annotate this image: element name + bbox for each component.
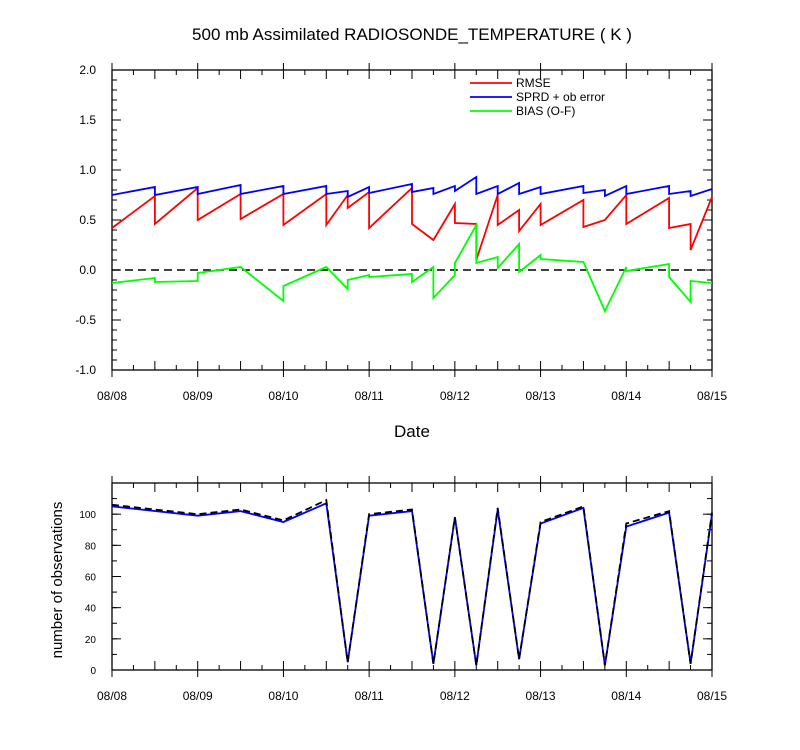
top-y-tick-label: 1.5 (79, 113, 96, 127)
bottom-x-tick-label: 08/08 (97, 689, 127, 703)
top-series-rmse (111, 185, 713, 261)
top-x-axis-label: Date (394, 422, 430, 441)
bottom-x-tick-label: 08/14 (611, 689, 641, 703)
chart-title: 500 mb Assimilated RADIOSONDE_TEMPERATUR… (192, 25, 632, 44)
bottom-x-tick-label: 08/11 (355, 689, 384, 703)
top-y-tick-label: 1.0 (79, 163, 96, 177)
bottom-y-tick-label: 60 (85, 573, 97, 584)
top-x-tick-label: 08/13 (526, 389, 556, 403)
bottom-y-tick-label: 100 (79, 510, 96, 521)
top-y-tick-label: -1.0 (75, 363, 96, 377)
top-x-tick-label: 08/14 (611, 389, 641, 403)
top-y-tick-label: 0.0 (79, 263, 96, 277)
bottom-y-tick-label: 40 (85, 604, 97, 615)
bottom-y-tick-label: 20 (85, 635, 97, 646)
legend-label-1: SPRD + ob error (516, 90, 605, 104)
bottom-y-tick-label: 80 (85, 541, 97, 552)
bottom-x-tick-label: 08/12 (440, 689, 470, 703)
bottom-y-axis-label: number of observations (49, 502, 66, 659)
top-x-tick-label: 08/11 (355, 389, 384, 403)
bottom-y-tick-label: 0 (90, 666, 96, 677)
bottom-x-tick-label: 08/15 (697, 689, 727, 703)
bottom-series-assimilated (111, 501, 713, 666)
legend-label-0: RMSE (516, 76, 551, 90)
top-y-tick-label: -0.5 (75, 313, 96, 327)
top-x-tick-label: 08/10 (268, 389, 298, 403)
top-series-sprd-ob-error (111, 175, 713, 199)
bottom-x-tick-label: 08/09 (183, 689, 213, 703)
top-x-tick-label: 08/12 (440, 389, 470, 403)
bottom-series-possible (111, 498, 713, 666)
top-x-tick-label: 08/15 (697, 389, 727, 403)
bottom-x-tick-label: 08/13 (526, 689, 556, 703)
top-series-bias-o-f (111, 221, 713, 314)
top-x-tick-label: 08/09 (183, 389, 213, 403)
legend-label-2: BIAS (O-F) (516, 104, 575, 118)
top-y-tick-label: 0.5 (79, 213, 96, 227)
bottom-x-tick-label: 08/10 (268, 689, 298, 703)
top-panel: 08/08 08/09 08/10 08/11 08/12 08/13 08/14 08/15… (75, 63, 727, 403)
bottom-panel: 08/08 08/09 08/10 08/11 08/12 08/13 08/14 08/15… (79, 476, 727, 703)
top-x-tick-label: 08/08 (97, 389, 127, 403)
top-y-tick-label: 2.0 (79, 63, 96, 77)
